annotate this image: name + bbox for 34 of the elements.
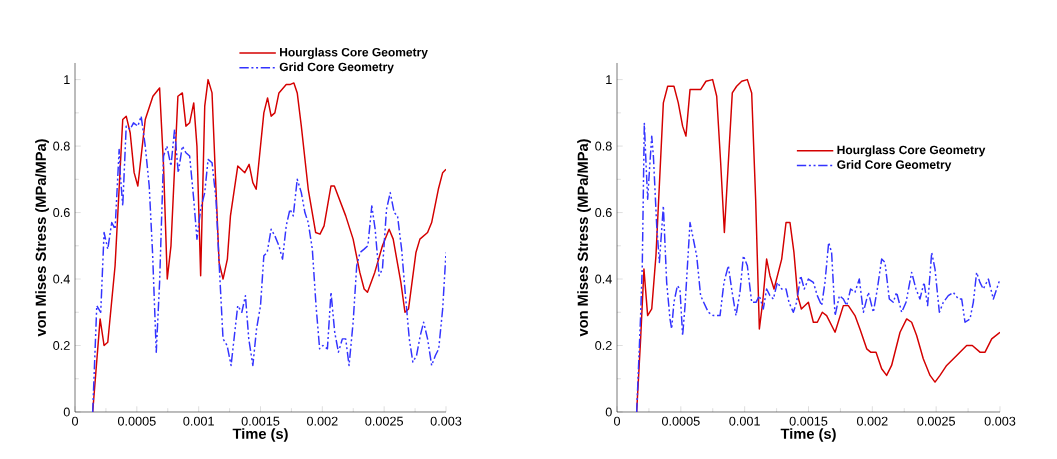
y-tick-label: 0.2 (595, 341, 612, 350)
y-tick-label: 0.2 (53, 341, 70, 350)
x-tick-label: 0.001 (729, 416, 760, 426)
y-tick-label: 0.8 (595, 141, 612, 151)
y-tick-label: 0.6 (595, 208, 612, 218)
x-tick-label: 0.0015 (789, 416, 828, 426)
x-tick-label: 0.003 (430, 416, 462, 426)
y-tick-label: 1 (64, 75, 70, 84)
x-tick-label: 0.0015 (241, 416, 280, 426)
x-tick-label: 0.002 (306, 416, 338, 426)
legend-label: Hourglass Core Geometry (837, 145, 986, 157)
y-tick-label: 0.4 (53, 274, 70, 284)
y-axis-title: von Mises Stress (MPa/MPa) (35, 139, 49, 337)
y-tick-label: 0.8 (53, 141, 70, 151)
x-tick-label: 0 (71, 416, 79, 426)
legend-label: Grid Core Geometry (279, 62, 394, 74)
x-tick-label: 0.0005 (117, 416, 156, 426)
legend-label: Hourglass Core Geometry (280, 47, 428, 59)
x-tick-label: 0.0025 (917, 416, 956, 426)
x-tick-label: 0.0005 (661, 416, 700, 426)
x-axis-title: Time (s) (232, 428, 288, 442)
y-tick-label: 0 (605, 407, 612, 417)
x-tick-label: 0.003 (984, 416, 1016, 426)
y-tick-label: 0 (63, 407, 70, 417)
y-tick-label: 0.4 (595, 274, 612, 284)
x-tick-label: 0.0025 (365, 416, 404, 426)
x-tick-label: 0 (613, 416, 621, 426)
x-tick-label: 0.001 (183, 416, 214, 426)
y-tick-label: 0.6 (53, 208, 70, 218)
x-tick-label: 0.002 (856, 416, 888, 426)
y-axis-title: von Mises Stress (MPa/MPa) (577, 139, 591, 337)
x-axis-title: Time (s) (780, 428, 836, 442)
y-tick-label: 1 (606, 75, 612, 84)
legend-label: Grid Core Geometry (837, 160, 952, 172)
